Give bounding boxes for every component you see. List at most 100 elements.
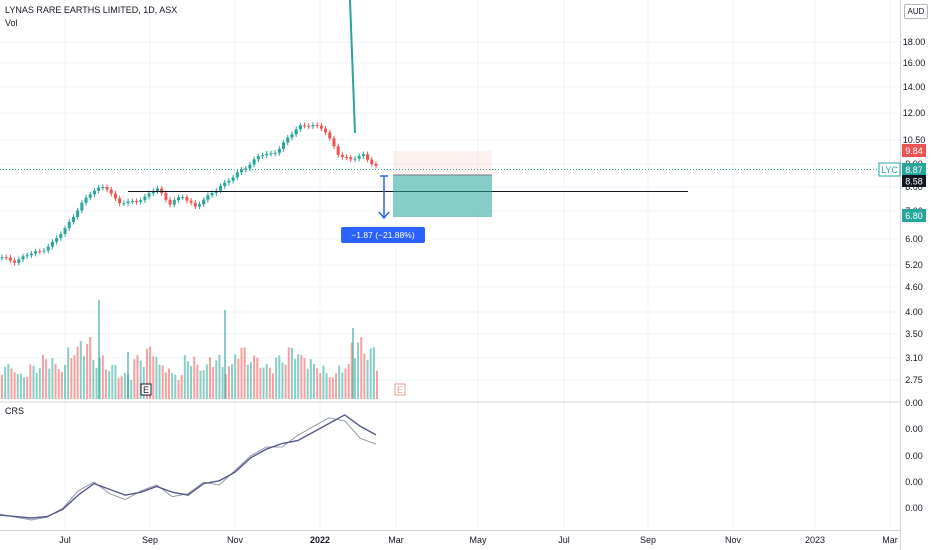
svg-text:8.87: 8.87 [905, 165, 923, 175]
candle-body [319, 125, 323, 129]
volume-label[interactable]: Vol [5, 18, 18, 28]
price-tick-label: 16.00 [903, 58, 926, 68]
time-tick-label: Nov [725, 535, 742, 545]
candle-body [340, 154, 344, 157]
volume-bar [60, 371, 63, 399]
measure-arrow-head [378, 211, 390, 220]
candle-body [143, 196, 147, 201]
candle-body [4, 257, 8, 259]
crs-tick-label: 0.00 [905, 451, 923, 461]
volume-bar [212, 367, 215, 399]
price-tick-label: 6.00 [905, 234, 923, 244]
risk-zone[interactable] [393, 151, 492, 175]
candle-body [151, 191, 155, 194]
candle-body [50, 241, 54, 247]
volume-bar [158, 364, 161, 399]
candle-body [252, 159, 256, 165]
candle-body [38, 251, 42, 253]
candle-body [97, 187, 101, 191]
volume-bar [130, 379, 133, 399]
price-tick-label: 2.75 [905, 375, 923, 385]
time-tick-label: 2022 [310, 535, 330, 545]
candle-body [126, 201, 130, 204]
candle-body [134, 201, 138, 203]
candle-body [67, 221, 71, 229]
price-tick-label: 14.00 [903, 82, 926, 92]
candle-body [277, 148, 281, 153]
candle-body [361, 154, 365, 157]
time-tick-label: May [469, 535, 487, 545]
candle-body [21, 256, 25, 260]
candle-body [193, 202, 197, 207]
volume-bar [111, 364, 114, 399]
crs-tick-label: 0.00 [905, 398, 923, 408]
volume-bar [357, 342, 360, 399]
volume-bar [54, 364, 57, 399]
volume-bar [123, 373, 126, 399]
candle-body [219, 186, 223, 191]
earnings-marker-upcoming[interactable]: E [394, 383, 406, 396]
candle-body [315, 125, 319, 127]
volume-bar [190, 366, 193, 399]
candle-body [328, 132, 332, 139]
crs-axis[interactable]: 0.00 0.00 0.00 0.00 0.00 [905, 398, 923, 513]
time-axis[interactable]: Jul Sep Nov 2022 Mar May Jul Sep Nov 2023 Mar [59, 535, 898, 545]
volume-bar [353, 358, 356, 399]
volume-bar [306, 368, 309, 399]
candle-body [59, 234, 63, 239]
price-tick-label: 4.00 [905, 307, 923, 317]
volume-bar [287, 347, 290, 399]
volume-bar [4, 366, 7, 399]
candle-body [8, 257, 12, 261]
reward-zone[interactable] [393, 175, 492, 217]
volume-bar [120, 376, 123, 399]
crs-tick-label: 0.00 [905, 424, 923, 434]
volume-bar [347, 364, 350, 399]
volume-bar [256, 357, 259, 399]
candle-body [231, 177, 235, 181]
candle-body [244, 168, 248, 170]
candle-body [101, 187, 105, 189]
volume-bar [51, 358, 54, 399]
candle-body [13, 260, 17, 263]
price-tag-upper: 9.84 [902, 144, 926, 157]
volume-bar [202, 370, 205, 399]
candle-body [307, 125, 311, 127]
candle-body [130, 201, 134, 203]
candle-body [113, 193, 117, 199]
crs-tick-label: 0.00 [905, 477, 923, 487]
volume-bar [38, 368, 41, 399]
volume-bar [177, 380, 180, 399]
svg-text:8.58: 8.58 [905, 177, 923, 187]
candle-body [202, 199, 206, 205]
currency-badge[interactable]: AUD [904, 4, 928, 19]
time-tick-label: Jul [59, 535, 71, 545]
candle-body [176, 197, 180, 201]
candle-body [370, 159, 374, 165]
candle-body [374, 164, 378, 166]
volume-bar [13, 372, 16, 399]
volume-bar [281, 362, 284, 399]
candle-body [172, 200, 176, 205]
volume-bar [246, 364, 249, 399]
volume-bar [243, 347, 246, 399]
ticker-tag: LYC [878, 162, 901, 177]
svg-text:6.80: 6.80 [905, 211, 923, 221]
candle-body [168, 199, 172, 205]
price-tick-label: 3.50 [905, 329, 923, 339]
candle-body [282, 142, 286, 149]
crs-label[interactable]: CRS [5, 406, 24, 416]
candle-body [55, 238, 59, 242]
candle-body [198, 204, 202, 207]
svg-text:LYC: LYC [881, 165, 898, 175]
volume-bar [76, 346, 79, 399]
symbol-title[interactable]: LYNAS RARE EARTHS LIMITED, 1D, ASX [5, 5, 177, 15]
price-tick-label: 5.20 [905, 260, 923, 270]
candle-body [286, 137, 290, 143]
volume-bar [127, 352, 129, 399]
candle-body [181, 197, 185, 199]
earnings-marker[interactable]: E [140, 383, 152, 396]
candle-body [210, 193, 214, 196]
candle-body [294, 129, 298, 135]
